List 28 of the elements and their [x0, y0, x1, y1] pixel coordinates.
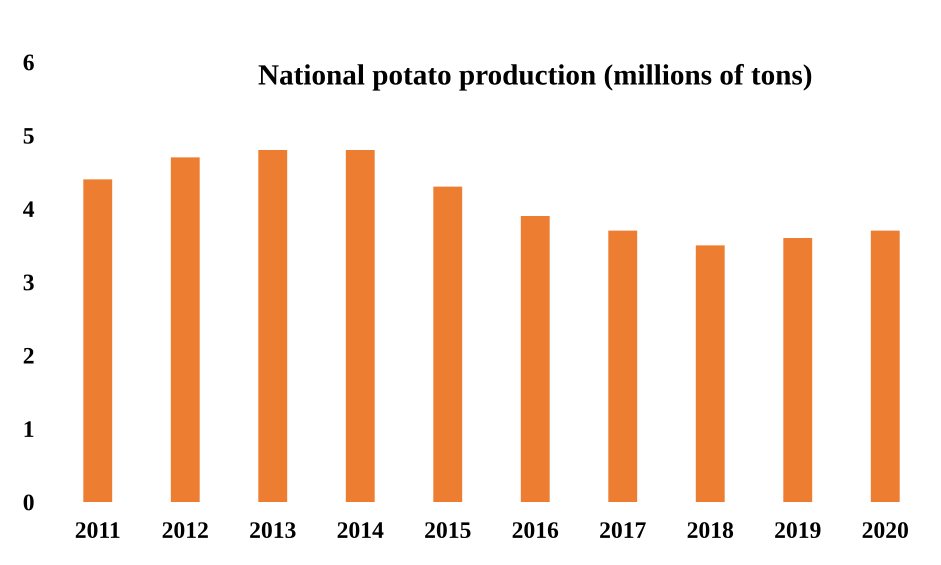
x-tick-label: 2015 [425, 522, 470, 538]
y-tick-label: 2 [24, 348, 34, 364]
y-tick-label: 0 [24, 494, 34, 510]
y-tick-label: 4 [23, 201, 34, 217]
x-tick-label: 2019 [775, 522, 821, 538]
x-tick-label: 2013 [250, 522, 296, 538]
bar [783, 238, 812, 502]
bar [696, 245, 725, 502]
x-tick-label: 2017 [600, 522, 646, 538]
x-tick-label: 2016 [512, 522, 558, 538]
x-tick-label: 2018 [688, 522, 734, 538]
y-tick-label: 5 [24, 128, 34, 144]
bar [83, 179, 112, 502]
y-tick-label: 1 [24, 421, 34, 437]
bar [433, 186, 462, 502]
bar [520, 216, 550, 502]
x-tick-label: 2014 [338, 522, 384, 538]
y-tick-label: 6 [24, 54, 34, 70]
bar [346, 150, 375, 502]
bar [608, 230, 638, 502]
y-tick-label: 3 [24, 274, 34, 290]
bar [170, 157, 200, 502]
x-tick-label: 2020 [862, 522, 908, 538]
bar [870, 230, 900, 502]
bar [258, 150, 288, 502]
x-tick-label: 2011 [76, 522, 120, 538]
x-tick-label: 2012 [162, 522, 208, 538]
chart-title: National potato production (millions of tons) [258, 64, 812, 91]
